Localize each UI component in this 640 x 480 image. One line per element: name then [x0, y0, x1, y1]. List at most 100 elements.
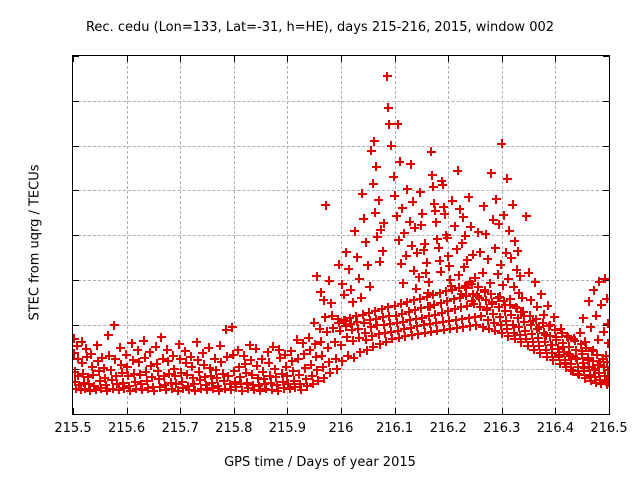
data-point	[198, 348, 208, 358]
data-point	[557, 328, 567, 338]
data-point	[161, 385, 171, 395]
data-point	[119, 383, 129, 393]
data-point	[539, 310, 549, 320]
data-point	[498, 280, 508, 290]
gridline-vertical	[555, 56, 557, 414]
x-tick-label: 215.7	[161, 421, 199, 436]
y-tick-mark-right	[603, 100, 609, 102]
data-point	[156, 332, 166, 342]
data-point	[583, 355, 593, 365]
data-point	[294, 370, 304, 380]
data-point	[204, 343, 214, 353]
data-point	[257, 354, 267, 364]
data-point	[78, 369, 88, 379]
data-point	[571, 345, 581, 355]
data-point	[543, 301, 553, 311]
data-point	[470, 273, 480, 283]
data-point	[267, 385, 277, 395]
data-point	[415, 187, 425, 197]
data-point	[467, 296, 477, 306]
data-point	[593, 335, 603, 345]
data-point	[419, 245, 429, 255]
data-point	[84, 379, 94, 389]
data-point	[283, 379, 293, 389]
data-point	[305, 345, 315, 355]
data-point	[82, 352, 92, 362]
data-point	[521, 334, 531, 344]
data-point	[337, 356, 347, 366]
data-point	[596, 379, 606, 389]
data-point	[476, 311, 486, 321]
data-point	[391, 311, 401, 321]
y-tick-mark-right	[603, 190, 609, 192]
data-point	[429, 300, 439, 310]
data-point	[555, 359, 565, 369]
data-point	[482, 305, 492, 315]
data-point	[223, 371, 233, 381]
x-tick-mark	[73, 408, 74, 414]
gridline-vertical	[394, 56, 396, 414]
data-point	[302, 381, 312, 391]
data-point	[326, 298, 336, 308]
data-point	[545, 331, 555, 341]
data-point	[511, 302, 521, 312]
data-point	[480, 287, 490, 297]
data-point	[420, 328, 430, 338]
data-point	[290, 382, 300, 392]
data-point	[562, 331, 572, 341]
y-tick-mark	[73, 100, 79, 102]
data-point	[134, 357, 144, 367]
x-tick-label: 216	[328, 421, 354, 436]
data-point	[441, 286, 451, 296]
data-point	[219, 376, 229, 386]
data-point	[355, 347, 365, 357]
data-point	[96, 383, 106, 393]
data-point	[583, 353, 593, 363]
data-point	[539, 328, 549, 338]
data-point	[368, 342, 378, 352]
data-point	[253, 373, 263, 383]
data-point	[482, 303, 492, 313]
data-point	[133, 345, 143, 355]
data-point	[299, 349, 309, 359]
data-point	[295, 379, 305, 389]
data-point	[129, 369, 139, 379]
data-point	[404, 307, 414, 317]
data-point	[327, 311, 337, 321]
y-tick-mark	[73, 145, 79, 147]
data-point	[108, 384, 118, 394]
data-point	[486, 289, 496, 299]
data-point	[444, 261, 454, 271]
data-point	[416, 220, 426, 230]
data-point	[115, 343, 125, 353]
data-point	[488, 309, 498, 319]
data-point	[73, 341, 82, 351]
data-point	[280, 350, 290, 360]
data-point	[207, 378, 217, 388]
data-point	[542, 352, 552, 362]
data-point	[261, 384, 271, 394]
data-point	[585, 370, 595, 380]
data-point	[145, 347, 155, 357]
data-point	[423, 288, 433, 298]
data-point	[143, 383, 153, 393]
data-point	[348, 297, 358, 307]
data-point	[263, 347, 273, 357]
data-point	[221, 325, 231, 335]
x-tick-mark	[555, 408, 557, 414]
data-point	[361, 237, 371, 247]
data-point	[516, 307, 526, 317]
data-point	[392, 318, 402, 328]
data-point	[268, 342, 278, 352]
data-point	[525, 311, 535, 321]
data-point	[274, 345, 284, 355]
data-point	[83, 372, 93, 382]
x-tick-label: 216.1	[375, 421, 414, 436]
data-point	[397, 203, 407, 213]
data-point	[603, 373, 609, 383]
data-point	[396, 299, 406, 309]
data-point	[347, 325, 357, 335]
data-point	[487, 297, 497, 307]
data-point	[548, 355, 558, 365]
